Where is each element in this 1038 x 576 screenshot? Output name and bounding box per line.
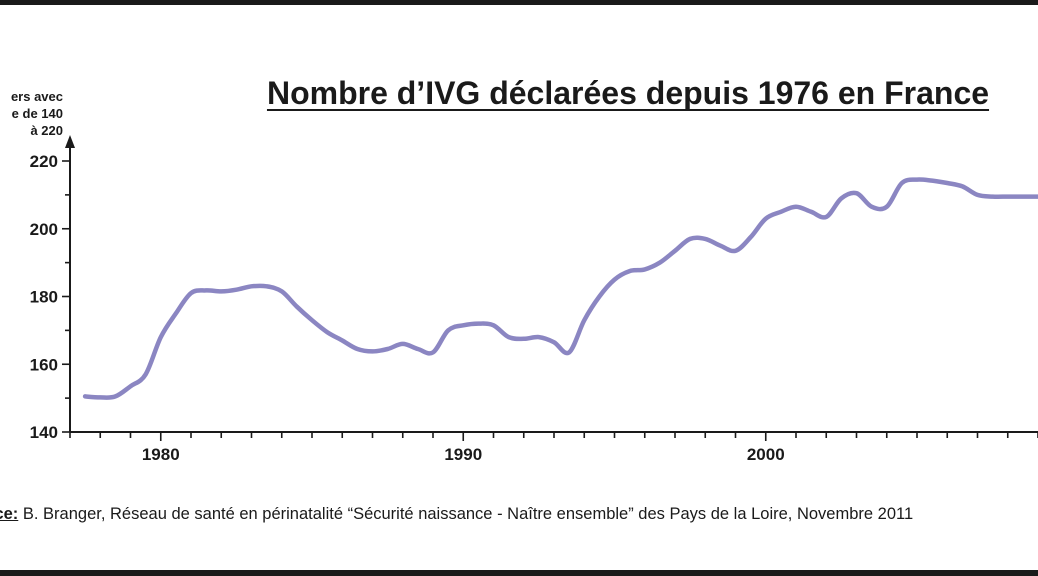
axes bbox=[65, 135, 1038, 433]
y-tick-label: 200 bbox=[30, 220, 58, 239]
x-tick-label: 1990 bbox=[444, 445, 482, 464]
x-ticks: 1980 1990 2000 bbox=[69, 432, 1038, 464]
series-line bbox=[82, 177, 1038, 400]
y-tick-label: 140 bbox=[30, 423, 58, 442]
y-tick-label: 180 bbox=[30, 288, 58, 307]
y-axis-label-line-3: à 220 bbox=[30, 123, 63, 138]
y-ticks: 140 160 180 200 220 bbox=[30, 152, 70, 442]
y-axis-label-line-2: e de 140 bbox=[12, 106, 63, 121]
y-tick-label: 160 bbox=[30, 355, 58, 374]
x-tick-label: 1980 bbox=[142, 445, 180, 464]
source-text: B. Branger, Réseau de santé en périnatal… bbox=[18, 505, 914, 523]
y-tick-label: 220 bbox=[30, 152, 58, 171]
y-axis-label-line-1: ers avec bbox=[11, 89, 63, 104]
top-border bbox=[0, 0, 1038, 5]
chart-title: Nombre d’IVG déclarées depuis 1976 en Fr… bbox=[267, 75, 989, 111]
series-group bbox=[82, 177, 1038, 400]
x-tick-label: 2000 bbox=[747, 445, 785, 464]
source-caption: rce: B. Branger, Réseau de santé en péri… bbox=[0, 505, 1038, 524]
bottom-border bbox=[0, 570, 1038, 576]
source-label: rce: bbox=[0, 505, 19, 523]
y-axis-arrow bbox=[65, 135, 75, 148]
